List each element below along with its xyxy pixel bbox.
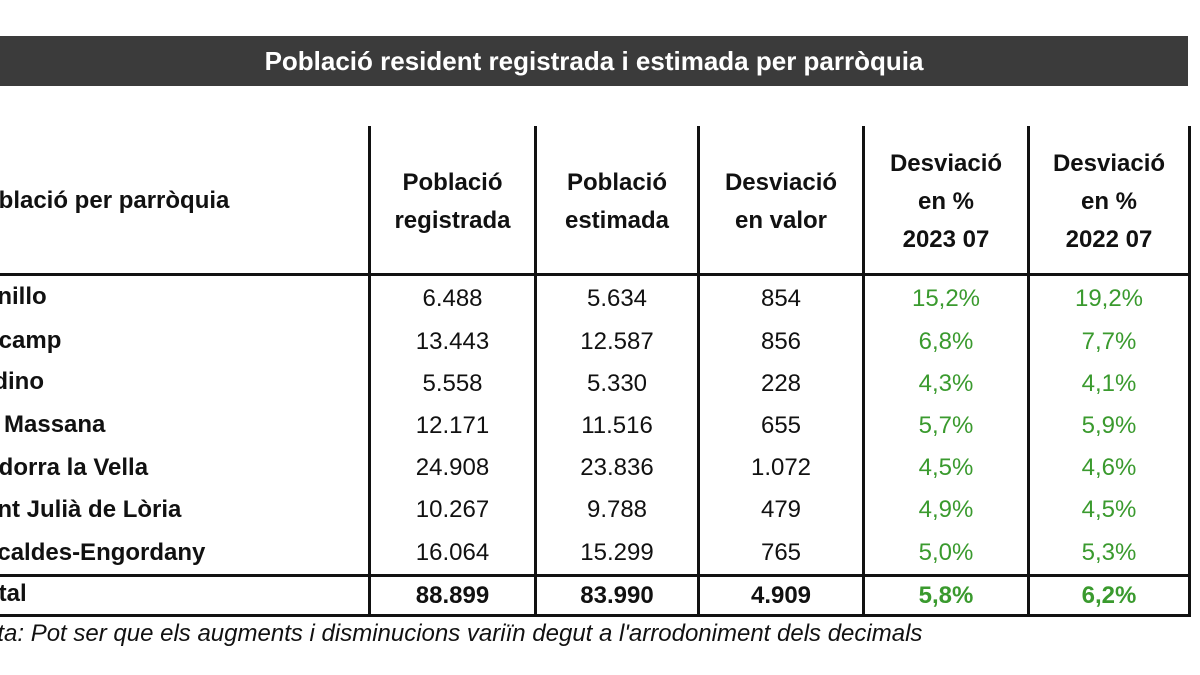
header-deviation-2022: Desviació en % 2022 07	[1052, 149, 1166, 253]
total-top-rule	[0, 574, 1191, 577]
row-parish-name: ndorra la Vella	[0, 454, 149, 481]
row-pct-2022: 7,7%	[1081, 328, 1137, 355]
footnote: ota: Pot ser que els augments i disminuc…	[0, 620, 923, 647]
header-deviation-2023: Desviació en % 2023 07	[889, 149, 1003, 253]
row-deviation: 854	[760, 285, 802, 312]
row-pct-2023: 5,0%	[918, 539, 974, 566]
row-deviation: 228	[760, 370, 802, 397]
row-pct-2022: 5,9%	[1081, 412, 1137, 439]
row-parish-name: anillo	[0, 283, 47, 310]
row-parish-name: rdino	[0, 368, 44, 395]
header-deviation-value: Desviació en valor	[724, 168, 838, 234]
row-parish-name: a Massana	[0, 411, 106, 438]
row-estimated: 5.634	[586, 285, 648, 312]
row-registered: 16.064	[415, 539, 490, 566]
header-parish: oblació per parròquia	[0, 187, 230, 214]
row-pct-2023: 4,5%	[918, 454, 974, 481]
row-estimated: 23.836	[580, 454, 654, 481]
row-pct-2022: 4,5%	[1081, 496, 1137, 523]
row-estimated: 15.299	[580, 539, 654, 566]
total-bottom-rule	[0, 614, 1191, 617]
header-registered: Població registrada	[394, 168, 511, 234]
column-divider-4	[862, 126, 865, 616]
row-pct-2023: 5,7%	[918, 412, 974, 439]
row-pct-2023: 6,8%	[918, 328, 974, 355]
column-divider-5	[1027, 126, 1030, 616]
row-registered: 10.267	[415, 496, 490, 523]
row-registered: 13.443	[415, 328, 490, 355]
row-estimated: 5.330	[586, 370, 648, 397]
row-registered: 12.171	[415, 412, 490, 439]
total-pct-2022: 6,2%	[1081, 581, 1137, 609]
row-deviation: 856	[760, 328, 802, 355]
row-pct-2023: 4,3%	[918, 370, 974, 397]
column-divider-3	[697, 126, 700, 616]
column-divider-1	[368, 126, 371, 616]
column-divider-6	[1188, 126, 1191, 616]
row-pct-2023: 4,9%	[918, 496, 974, 523]
total-estimated: 83.990	[580, 581, 654, 609]
row-deviation: 479	[760, 496, 802, 523]
row-estimated: 9.788	[586, 496, 648, 523]
table-title: Població resident registrada i estimada …	[0, 36, 1188, 86]
total-registered: 88.899	[415, 581, 490, 609]
row-pct-2022: 19,2%	[1074, 285, 1144, 312]
row-pct-2022: 4,6%	[1081, 454, 1137, 481]
row-parish-name: ant Julià de Lòria	[0, 496, 182, 523]
header-estimated: Població estimada	[564, 168, 670, 234]
row-deviation: 655	[760, 412, 802, 439]
row-registered: 5.558	[422, 370, 483, 397]
row-estimated: 12.587	[580, 328, 654, 355]
total-deviation: 4.909	[750, 581, 812, 609]
row-registered: 24.908	[415, 454, 490, 481]
row-parish-name: scaldes-Engordany	[0, 539, 206, 566]
row-pct-2023: 15,2%	[911, 285, 981, 312]
total-pct-2023: 5,8%	[918, 581, 974, 609]
row-deviation: 1.072	[750, 454, 812, 481]
row-deviation: 765	[760, 539, 802, 566]
row-registered: 6.488	[422, 285, 483, 312]
total-label: otal	[0, 580, 27, 607]
header-bottom-rule	[0, 273, 1191, 276]
row-pct-2022: 4,1%	[1081, 370, 1137, 397]
row-estimated: 11.516	[581, 412, 653, 439]
column-divider-2	[534, 126, 537, 616]
row-pct-2022: 5,3%	[1081, 539, 1137, 566]
row-parish-name: ncamp	[0, 327, 62, 354]
